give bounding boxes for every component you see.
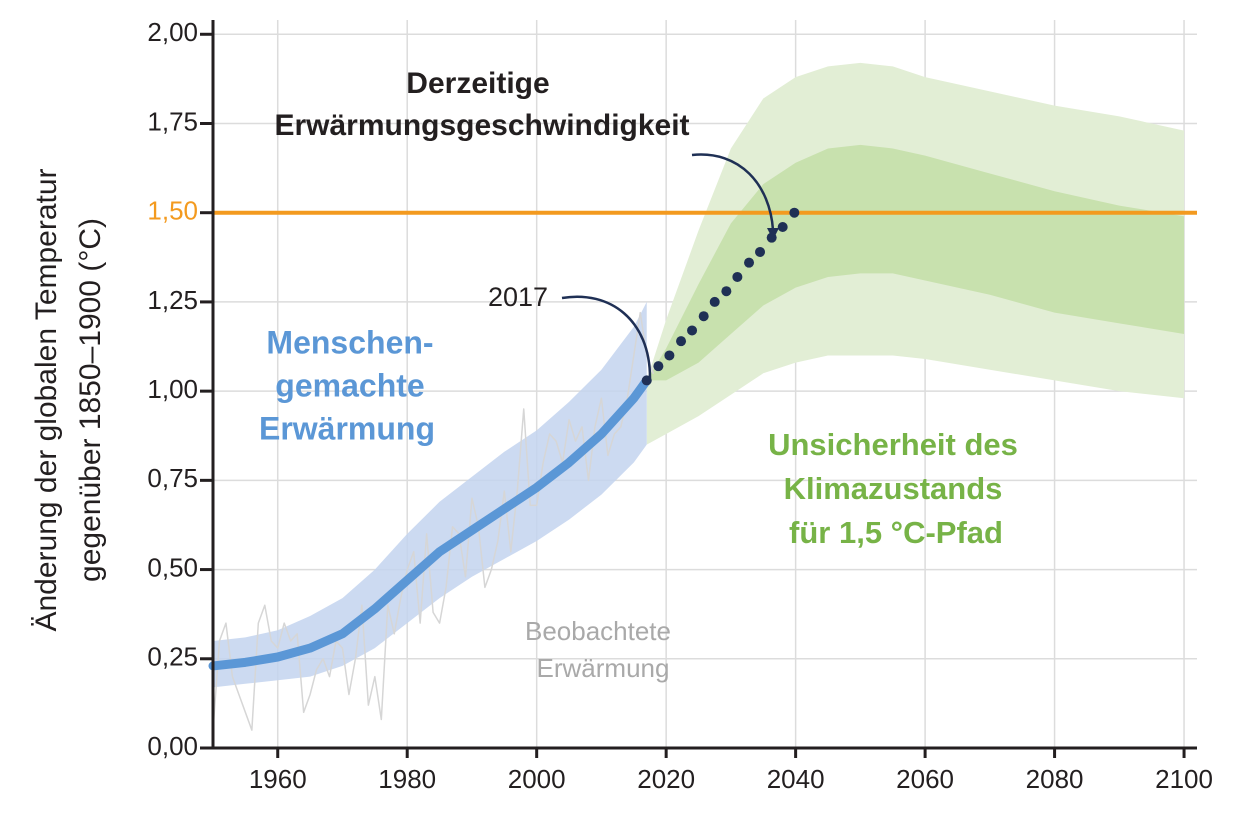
projection-dot [744, 257, 755, 268]
y-axis-label: gegenüber 1850–1900 (°C) [74, 218, 107, 582]
y-tick-label: 1,75 [147, 106, 198, 136]
uncertainty-band-inner [646, 144, 1185, 381]
y-tick-label: 0,00 [147, 731, 198, 761]
y-tick-label: 1,50 [147, 196, 198, 226]
projection-dot [653, 361, 664, 372]
x-tick-label: 1960 [249, 764, 307, 794]
y-tick-label: 0,25 [147, 642, 198, 672]
projection-dot [698, 311, 709, 322]
x-tick-label: 2100 [1155, 764, 1213, 794]
annotation: 2017 [488, 282, 548, 312]
human-line [208, 375, 652, 671]
arrow-head [767, 228, 779, 240]
projection-dot [721, 286, 732, 297]
x-tick-label: 2080 [1026, 764, 1084, 794]
projection-dot [777, 221, 788, 232]
annotation: Erwärmung [259, 410, 435, 446]
y-axis-label: Änderung der globalen Temperatur [30, 168, 63, 631]
plot-back: 0,00 0,25 0,50 0,75 1,00 1,25 1,50 1,75 2,00 1960… [147, 17, 1213, 794]
projection-dot [789, 207, 800, 218]
y-tick-label: 1,25 [147, 285, 198, 315]
annotation: Erwärmungsgeschwindigkeit [274, 109, 689, 142]
annotation: Menschen- [266, 324, 433, 360]
projection-dot [755, 246, 766, 257]
projection-dot [732, 271, 743, 282]
x-tick-label: 2040 [767, 764, 825, 794]
y-tick-label: 0,75 [147, 463, 198, 493]
projection-dot [687, 325, 698, 336]
x-tick-label: 1980 [378, 764, 436, 794]
observed-line [212, 311, 654, 731]
annotation: Unsicherheit des [768, 427, 1018, 462]
annotation: für 1,5 °C-Pfad [789, 515, 1003, 550]
y-tick-label: 1,00 [147, 374, 198, 404]
projection-dot [664, 350, 675, 361]
annotation: Erwärmung [537, 653, 670, 683]
callout-arrow [691, 153, 775, 231]
plot-front: Änderung der globalen Temperatur gegenüb… [30, 67, 1018, 683]
y-tick-label: 2,00 [147, 17, 198, 47]
annotation: Beobachtete [525, 616, 671, 646]
x-tick-label: 2020 [637, 764, 695, 794]
y-tick-label: 0,50 [147, 552, 198, 582]
annotation: gemachte [275, 367, 424, 403]
projection-dot [676, 336, 687, 347]
projection-dot [709, 296, 720, 307]
annotation: Derzeitige [406, 67, 549, 100]
x-tick-label: 2060 [896, 764, 954, 794]
callout-line [561, 295, 652, 379]
x-tick-label: 2000 [508, 764, 566, 794]
annotation: Klimazustands [784, 471, 1003, 506]
